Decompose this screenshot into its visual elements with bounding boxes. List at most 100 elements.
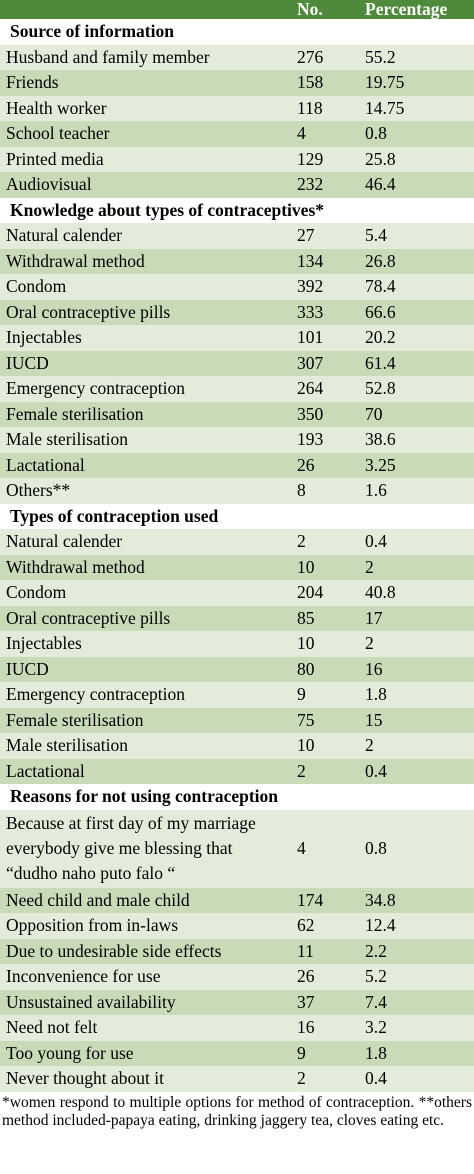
table-row: Female sterilisation 350 70 xyxy=(0,401,474,427)
row-label: Opposition from in-laws xyxy=(0,913,293,939)
section-header-row: Types of contraception used xyxy=(0,503,474,529)
row-percentage: 38.6 xyxy=(361,427,474,453)
table-row: Condom 392 78.4 xyxy=(0,274,474,300)
table-row: Inconvenience for use 26 5.2 xyxy=(0,964,474,990)
table-row: IUCD 80 16 xyxy=(0,656,474,682)
row-percentage: 2 xyxy=(361,631,474,657)
table-row: Too young for use 9 1.8 xyxy=(0,1040,474,1066)
row-percentage: 7.4 xyxy=(361,989,474,1015)
row-count: 9 xyxy=(293,1040,361,1066)
contraception-table: No. Percentage Source of information Husb… xyxy=(0,0,474,1131)
row-percentage: 14.75 xyxy=(361,95,474,121)
table-row: IUCD 307 61.4 xyxy=(0,350,474,376)
row-label: Printed media xyxy=(0,146,293,172)
footnote-row: *women respond to multiple options for m… xyxy=(0,1091,474,1131)
row-count: 62 xyxy=(293,913,361,939)
row-percentage: 61.4 xyxy=(361,350,474,376)
table-row: Natural calender 27 5.4 xyxy=(0,223,474,249)
row-count: 2 xyxy=(293,758,361,784)
row-count: 392 xyxy=(293,274,361,300)
row-percentage: 0.8 xyxy=(361,809,474,888)
row-percentage: 1.6 xyxy=(361,478,474,504)
row-label: Never thought about it xyxy=(0,1066,293,1092)
row-label: Health worker xyxy=(0,95,293,121)
row-label: Too young for use xyxy=(0,1040,293,1066)
table-row: Emergency contraception 264 52.8 xyxy=(0,376,474,402)
row-percentage: 2.2 xyxy=(361,938,474,964)
row-count: 193 xyxy=(293,427,361,453)
table-row: Lactational 26 3.25 xyxy=(0,452,474,478)
row-count: 10 xyxy=(293,733,361,759)
table-row: Due to undesirable side effects 11 2.2 xyxy=(0,938,474,964)
table-row: Health worker 118 14.75 xyxy=(0,95,474,121)
row-count: 85 xyxy=(293,605,361,631)
row-label: Because at first day of my marriage ever… xyxy=(0,809,293,888)
section-title: Knowledge about types of contraceptives* xyxy=(0,197,474,223)
table-row: Friends 158 19.75 xyxy=(0,70,474,96)
row-percentage: 0.4 xyxy=(361,1066,474,1092)
table-row: Need not felt 16 3.2 xyxy=(0,1015,474,1041)
row-label: Condom xyxy=(0,274,293,300)
row-count: 118 xyxy=(293,95,361,121)
section-title: Types of contraception used xyxy=(0,503,474,529)
row-label: Natural calender xyxy=(0,529,293,555)
table-row: Condom 204 40.8 xyxy=(0,580,474,606)
section-header-row: Source of information xyxy=(0,19,474,45)
row-count: 158 xyxy=(293,70,361,96)
row-label: Withdrawal method xyxy=(0,248,293,274)
table-row: Audiovisual 232 46.4 xyxy=(0,172,474,198)
table-row: Injectables 10 2 xyxy=(0,631,474,657)
table-row: Lactational 2 0.4 xyxy=(0,758,474,784)
row-label: Husband and family member xyxy=(0,44,293,70)
table-row: Others** 8 1.6 xyxy=(0,478,474,504)
row-label: Emergency contraception xyxy=(0,682,293,708)
section-header-row: Reasons for not using contraception xyxy=(0,784,474,810)
row-count: 4 xyxy=(293,121,361,147)
row-label: Unsustained availability xyxy=(0,989,293,1015)
row-percentage: 16 xyxy=(361,656,474,682)
section-title: Source of information xyxy=(0,19,474,45)
row-label: Lactational xyxy=(0,758,293,784)
row-label: Oral contraceptive pills xyxy=(0,605,293,631)
table-row: Injectables 101 20.2 xyxy=(0,325,474,351)
row-percentage: 26.8 xyxy=(361,248,474,274)
row-count: 26 xyxy=(293,452,361,478)
row-count: 129 xyxy=(293,146,361,172)
section-header-row: Knowledge about types of contraceptives* xyxy=(0,197,474,223)
row-label: Inconvenience for use xyxy=(0,964,293,990)
row-label: Emergency contraception xyxy=(0,376,293,402)
row-percentage: 3.2 xyxy=(361,1015,474,1041)
row-percentage: 12.4 xyxy=(361,913,474,939)
table-body: Source of information Husband and family … xyxy=(0,19,474,1092)
row-percentage: 17 xyxy=(361,605,474,631)
row-count: 2 xyxy=(293,1066,361,1092)
row-percentage: 34.8 xyxy=(361,887,474,913)
row-count: 333 xyxy=(293,299,361,325)
row-label: Female sterilisation xyxy=(0,401,293,427)
header-no: No. xyxy=(293,0,361,19)
row-percentage: 2 xyxy=(361,554,474,580)
table-row: Never thought about it 2 0.4 xyxy=(0,1066,474,1092)
row-label: Withdrawal method xyxy=(0,554,293,580)
row-count: 37 xyxy=(293,989,361,1015)
row-count: 80 xyxy=(293,656,361,682)
row-label: Natural calender xyxy=(0,223,293,249)
row-count: 101 xyxy=(293,325,361,351)
table-row: Oral contraceptive pills 85 17 xyxy=(0,605,474,631)
row-percentage: 1.8 xyxy=(361,1040,474,1066)
row-label: School teacher xyxy=(0,121,293,147)
row-count: 11 xyxy=(293,938,361,964)
row-percentage: 40.8 xyxy=(361,580,474,606)
row-label: Need child and male child xyxy=(0,887,293,913)
row-count: 264 xyxy=(293,376,361,402)
table-row: Male sterilisation 193 38.6 xyxy=(0,427,474,453)
table-row: Withdrawal method 10 2 xyxy=(0,554,474,580)
row-label: Oral contraceptive pills xyxy=(0,299,293,325)
row-percentage: 3.25 xyxy=(361,452,474,478)
row-count: 9 xyxy=(293,682,361,708)
row-percentage: 78.4 xyxy=(361,274,474,300)
row-label: Female sterilisation xyxy=(0,707,293,733)
table-row: Emergency contraception 9 1.8 xyxy=(0,682,474,708)
table-row: Printed media 129 25.8 xyxy=(0,146,474,172)
row-percentage: 2 xyxy=(361,733,474,759)
